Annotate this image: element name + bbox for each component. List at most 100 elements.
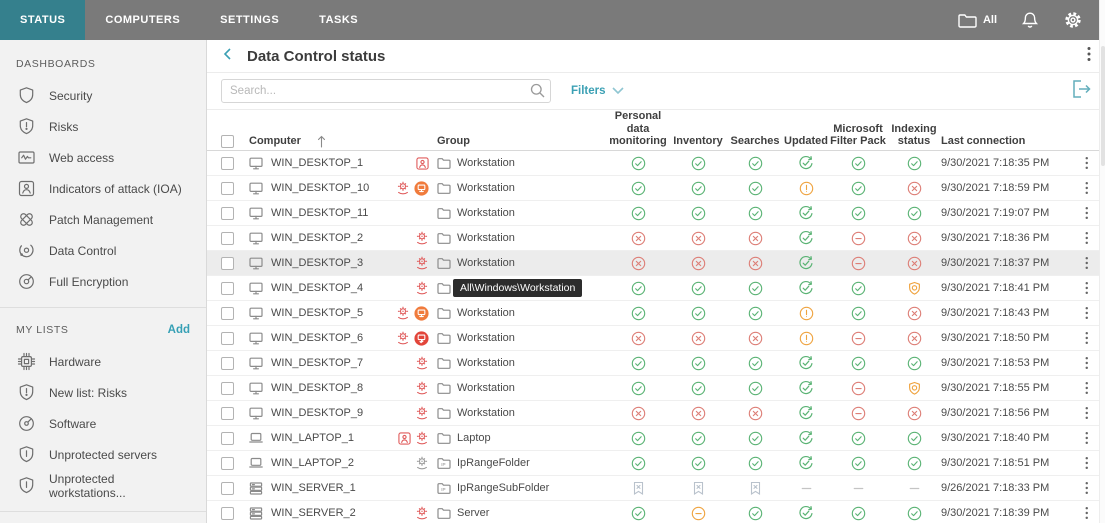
table-row[interactable]: WIN_DESKTOP_2 Workstation 9/30/2021 7:18… (207, 226, 1105, 251)
column-header-mfp[interactable]: Microsoft Filter Pack (830, 122, 886, 148)
computer-name: WIN_DESKTOP_7 (271, 357, 364, 369)
table-row[interactable]: WIN_DESKTOP_1 Workstation 9/30/2021 7:18… (207, 151, 1105, 176)
computer-name: WIN_SERVER_1 (271, 482, 356, 494)
row-menu-button[interactable] (1069, 481, 1105, 495)
row-menu-button[interactable] (1069, 456, 1105, 470)
row-menu-button[interactable] (1069, 331, 1105, 345)
search-input[interactable] (221, 79, 551, 103)
sidebar-item-unprotected-workstations[interactable]: Unprotected workstations... (0, 470, 206, 501)
status-inventory-error (669, 231, 727, 246)
row-menu-button[interactable] (1069, 281, 1105, 295)
sidebar-item-patch-management[interactable]: Patch Management (0, 204, 206, 235)
row-checkbox[interactable] (221, 381, 234, 395)
group-name: Laptop (457, 432, 491, 444)
table-row[interactable]: WIN_LAPTOP_2 IP IpRangeFolder 9/30/2021 7… (207, 451, 1105, 476)
row-menu-button[interactable] (1069, 356, 1105, 370)
sidebar-item-risks[interactable]: Risks (0, 111, 206, 142)
settings-button[interactable] (1063, 10, 1083, 30)
table-row[interactable]: WIN_DESKTOP_4 All\Windows\Workstation 9/… (207, 276, 1105, 301)
row-menu-button[interactable] (1069, 381, 1105, 395)
kebab-icon (1085, 356, 1089, 370)
column-header-updated[interactable]: Updated (784, 135, 828, 148)
row-checkbox[interactable] (221, 506, 234, 520)
column-header-group[interactable]: Group (437, 135, 470, 148)
sidebar-item-full-encryption[interactable]: Full Encryption (0, 266, 206, 297)
row-checkbox[interactable] (221, 331, 234, 345)
sort-ascending-icon[interactable] (317, 135, 326, 148)
row-menu-button[interactable] (1069, 206, 1105, 220)
page-menu-button[interactable] (1087, 46, 1091, 67)
column-header-inventory[interactable]: Inventory (673, 135, 723, 148)
row-checkbox[interactable] (221, 256, 234, 270)
sidebar-item-indicators-of-attack-ioa[interactable]: Indicators of attack (IOA) (0, 173, 206, 204)
row-menu-button[interactable] (1069, 181, 1105, 195)
sidebar-item-hardware[interactable]: Hardware (0, 346, 206, 377)
sidebar-item-software[interactable]: Software (0, 408, 206, 439)
tab-computers[interactable]: COMPUTERS (105, 14, 181, 26)
table-row[interactable]: WIN_DESKTOP_7 Workstation 9/30/2021 7:18… (207, 351, 1105, 376)
row-checkbox[interactable] (221, 181, 234, 195)
status-searches-error (727, 231, 783, 246)
sidebar-item-unprotected-servers[interactable]: Unprotected servers (0, 439, 206, 470)
row-checkbox[interactable] (221, 481, 234, 495)
row-checkbox[interactable] (221, 456, 234, 470)
row-checkbox[interactable] (221, 156, 234, 170)
row-menu-button[interactable] (1069, 431, 1105, 445)
row-menu-button[interactable] (1069, 506, 1105, 520)
select-all-checkbox[interactable] (221, 134, 234, 148)
row-menu-button[interactable] (1069, 306, 1105, 320)
kebab-icon (1085, 206, 1089, 220)
table-row[interactable]: WIN_DESKTOP_5 Workstation 9/30/2021 7:18… (207, 301, 1105, 326)
row-menu-button[interactable] (1069, 156, 1105, 170)
row-checkbox[interactable] (221, 306, 234, 320)
table-row[interactable]: WIN_DESKTOP_10 Workstation 9/30/2021 7:1… (207, 176, 1105, 201)
desktop-icon (249, 182, 263, 195)
back-button[interactable] (221, 47, 235, 66)
column-header-indexing[interactable]: Indexing status (891, 122, 937, 148)
notifications-button[interactable] (1021, 11, 1039, 30)
filters-button[interactable]: Filters (571, 82, 624, 100)
last-connection: 9/30/2021 7:18:41 PM (941, 282, 1050, 294)
server-icon (249, 506, 263, 520)
tab-status[interactable]: STATUS (0, 0, 86, 40)
kebab-icon (1085, 306, 1089, 320)
sidebar-divider (0, 307, 206, 308)
table-row[interactable]: WIN_DESKTOP_11 Workstation 9/30/2021 7:1… (207, 201, 1105, 226)
export-button[interactable] (1071, 79, 1091, 103)
table-row[interactable]: WIN_DESKTOP_3 Workstation 9/30/2021 7:18… (207, 251, 1105, 276)
row-menu-button[interactable] (1069, 231, 1105, 245)
row-checkbox[interactable] (221, 231, 234, 245)
row-checkbox[interactable] (221, 431, 234, 445)
row-menu-button[interactable] (1069, 256, 1105, 270)
row-checkbox[interactable] (221, 356, 234, 370)
table-row[interactable]: WIN_DESKTOP_6 Workstation 9/30/2021 7:18… (207, 326, 1105, 351)
column-header-pdm[interactable]: Personal data monitoring (609, 110, 667, 148)
row-checkbox[interactable] (221, 206, 234, 220)
table-row[interactable]: WIN_SERVER_1 IP IpRangeSubFolder 9/26/202… (207, 476, 1105, 501)
tab-tasks[interactable]: TASKS (319, 14, 359, 26)
row-checkbox[interactable] (221, 281, 234, 295)
sidebar-item-security[interactable]: Security (0, 80, 206, 111)
status-pdm-ok (607, 306, 669, 321)
table-row[interactable]: WIN_DESKTOP_8 Workstation 9/30/2021 7:18… (207, 376, 1105, 401)
table-row[interactable]: WIN_DESKTOP_9 Workstation 9/30/2021 7:18… (207, 401, 1105, 426)
column-header-searches[interactable]: Searches (730, 135, 780, 148)
table-row[interactable]: WIN_LAPTOP_1 Laptop 9/30/2021 7:18:40 PM (207, 426, 1105, 451)
add-list-link[interactable]: Add (167, 324, 190, 336)
sidebar-item-data-control[interactable]: Data Control (0, 235, 206, 266)
row-menu-button[interactable] (1069, 406, 1105, 420)
column-header-computer[interactable]: Computer (249, 135, 389, 148)
scrollbar-thumb[interactable] (1101, 46, 1105, 166)
row-checkbox[interactable] (221, 406, 234, 420)
folder-icon (437, 407, 451, 419)
column-header-last[interactable]: Last connection (941, 135, 1026, 148)
last-connection: 9/30/2021 7:18:50 PM (941, 332, 1050, 344)
sidebar-item-label: Software (49, 416, 97, 431)
sidebar-item-new-list-risks[interactable]: New list: Risks (0, 377, 206, 408)
table-row[interactable]: WIN_SERVER_2 Server 9/30/2021 7:18:39 PM (207, 501, 1105, 523)
computer-filter-button[interactable]: All (958, 13, 997, 28)
tab-settings[interactable]: SETTINGS (220, 14, 280, 26)
sidebar-item-web-access[interactable]: Web access (0, 142, 206, 173)
data-control-icon (16, 241, 36, 261)
vertical-scrollbar[interactable] (1099, 0, 1105, 523)
